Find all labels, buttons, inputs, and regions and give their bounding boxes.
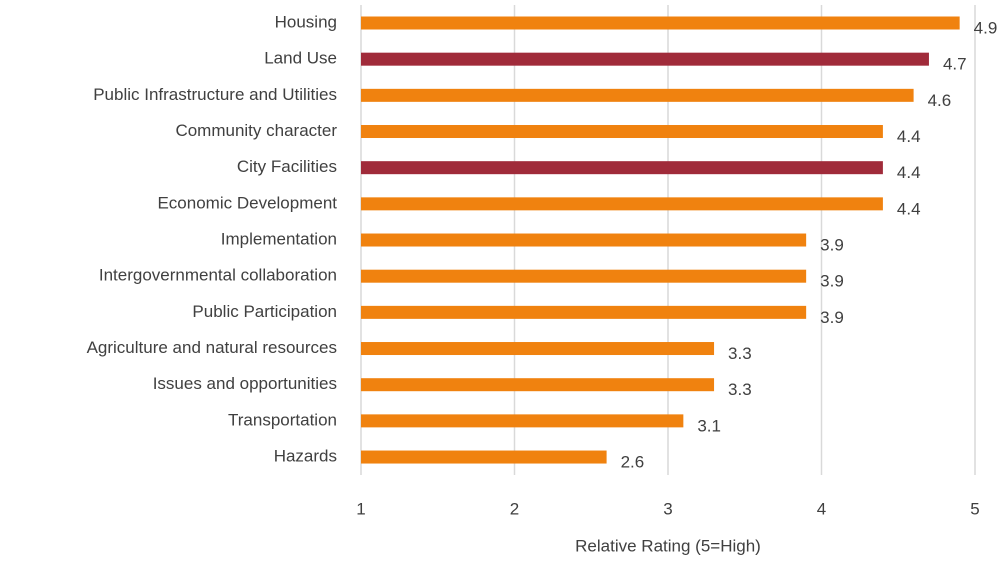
y-tick-label: Land Use <box>264 49 337 68</box>
bar <box>361 414 684 428</box>
bar <box>361 125 883 139</box>
bar <box>361 378 715 392</box>
y-tick-label: Hazards <box>274 447 337 466</box>
y-tick-label: Issues and opportunities <box>153 374 337 393</box>
x-axis-label: Relative Rating (5=High) <box>575 536 761 555</box>
y-tick-label: Implementation <box>221 230 337 249</box>
y-tick-label: Economic Development <box>157 193 337 212</box>
data-label: 4.7 <box>943 55 967 74</box>
x-tick-label: 3 <box>663 499 672 518</box>
data-label: 4.4 <box>897 127 921 146</box>
data-label: 4.6 <box>928 91 952 110</box>
data-label: 4.9 <box>974 18 998 37</box>
bar <box>361 269 807 283</box>
bar <box>361 16 960 30</box>
y-tick-label: Public Participation <box>192 302 337 321</box>
data-label: 2.6 <box>621 453 645 472</box>
bar <box>361 305 807 319</box>
bar <box>361 197 883 211</box>
x-tick-label: 2 <box>510 499 519 518</box>
data-label: 3.9 <box>820 236 844 255</box>
data-label: 3.1 <box>697 416 721 435</box>
y-tick-label: City Facilities <box>237 157 337 176</box>
data-label: 4.4 <box>897 199 921 218</box>
data-label: 3.9 <box>820 272 844 291</box>
bar <box>361 450 607 464</box>
bar <box>361 52 929 66</box>
bar <box>361 88 914 102</box>
data-label: 3.3 <box>728 380 752 399</box>
x-tick-label: 5 <box>970 499 979 518</box>
bar <box>361 233 807 247</box>
bar <box>361 342 715 356</box>
y-tick-label: Transportation <box>228 410 337 429</box>
data-label: 3.3 <box>728 344 752 363</box>
y-tick-label: Agriculture and natural resources <box>87 338 337 357</box>
data-label: 4.4 <box>897 163 921 182</box>
y-tick-label: Housing <box>275 12 337 31</box>
x-tick-label: 4 <box>817 499 826 518</box>
data-label: 3.9 <box>820 308 844 327</box>
y-tick-label: Public Infrastructure and Utilities <box>93 85 337 104</box>
x-tick-label: 1 <box>356 499 365 518</box>
y-tick-label: Intergovernmental collaboration <box>99 266 337 285</box>
bar <box>361 161 883 175</box>
y-tick-label: Community character <box>175 121 337 140</box>
